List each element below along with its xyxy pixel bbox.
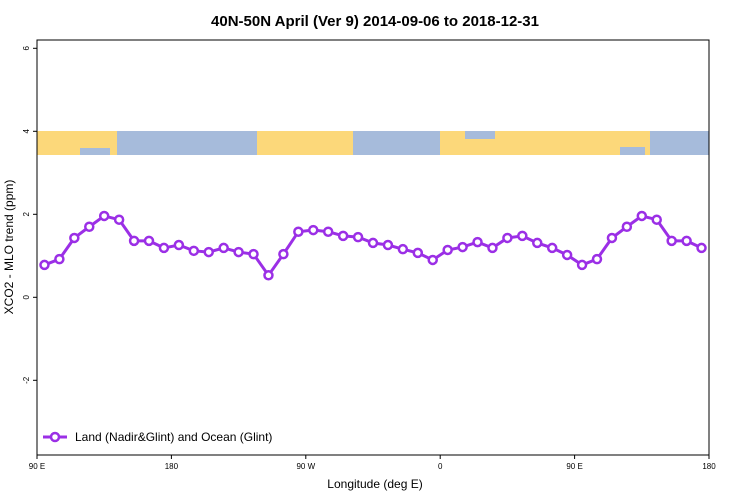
y-axis-label: XCO2 - MLO trend (ppm) [2, 180, 16, 315]
data-point [188, 245, 200, 257]
data-point [442, 244, 453, 256]
legend-marker [49, 431, 61, 443]
x-tick-label: 0 [438, 462, 443, 471]
data-point [218, 242, 229, 254]
x-tick-label: 90 W [296, 462, 315, 471]
data-point [397, 243, 409, 255]
data-point [621, 221, 633, 232]
data-point [696, 242, 707, 254]
data-point [158, 242, 170, 254]
y-tick-label: 6 [22, 46, 31, 51]
chart-title: 40N-50N April (Ver 9) 2014-09-06 to 2018… [211, 13, 539, 30]
y-tick-label: 2 [22, 212, 31, 217]
x-tick-label: 180 [702, 462, 716, 471]
data-point [98, 210, 110, 222]
data-point [84, 221, 95, 232]
data-point [561, 249, 573, 261]
data-point [532, 237, 543, 249]
data-point [472, 236, 483, 248]
data-point [591, 253, 603, 265]
x-tick-label: 90 E [566, 462, 582, 471]
data-point [322, 226, 334, 237]
data-point [412, 247, 424, 259]
data-point [427, 254, 438, 266]
data-point [233, 246, 244, 258]
y-tick-label: 0 [22, 295, 31, 300]
data-point [576, 259, 588, 271]
data-point [248, 248, 259, 260]
y-tick-label: 4 [22, 129, 31, 134]
data-point [606, 232, 618, 244]
map-band [37, 131, 709, 155]
y-tick-label: -2 [22, 376, 31, 384]
data-point [203, 246, 214, 258]
data-point [666, 235, 677, 247]
data-point [457, 241, 468, 253]
data-point [681, 235, 692, 247]
data-point [263, 270, 274, 281]
data-point [54, 253, 65, 265]
data-point [293, 226, 304, 237]
data-point [113, 214, 125, 225]
data-point [382, 239, 394, 251]
data-point [128, 235, 140, 247]
data-point [173, 239, 185, 251]
legend-label: Land (Nadir&Glint) and Ocean (Glint) [75, 430, 272, 444]
data-point [546, 242, 558, 254]
data-point [352, 231, 364, 243]
data-point [367, 237, 379, 249]
data-point [69, 232, 80, 244]
data-point [337, 230, 349, 242]
x-axis-label: Longitude (deg E) [327, 477, 422, 491]
plot-frame [36, 39, 710, 456]
data-point [278, 248, 289, 260]
data-point [39, 259, 50, 271]
data-point [487, 242, 498, 254]
data-point [651, 214, 662, 225]
data-point [308, 224, 319, 236]
data-point [636, 210, 648, 222]
data-point [517, 230, 528, 242]
x-tick-label: 90 E [29, 462, 45, 471]
x-tick-label: 180 [165, 462, 179, 471]
data-point [502, 232, 513, 244]
data-point [143, 235, 155, 247]
